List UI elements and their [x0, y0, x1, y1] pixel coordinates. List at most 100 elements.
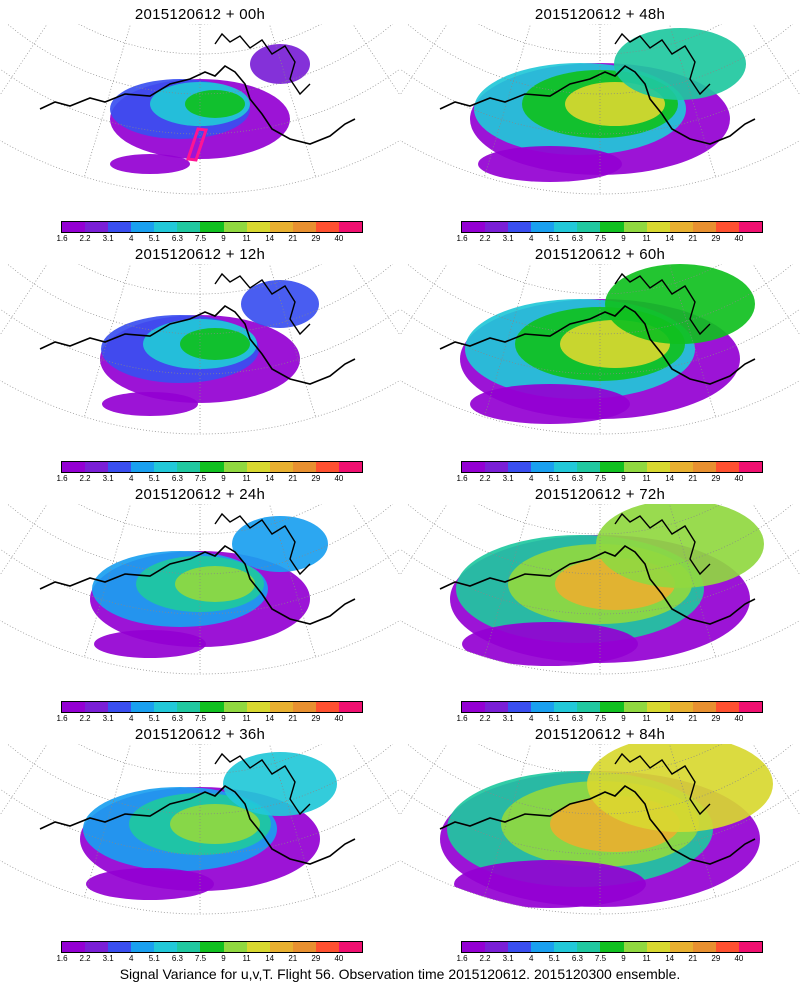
colorbar-swatch [131, 702, 155, 712]
colorbar-tick-label: 5.1 [148, 234, 160, 243]
colorbar-swatch [508, 702, 532, 712]
colorbar-swatch [108, 702, 132, 712]
colorbar-tick-label: 29 [311, 474, 321, 483]
colorbar-tick-label: 14 [665, 954, 675, 963]
colorbar [61, 941, 363, 953]
colorbar-tick-label: 29 [711, 714, 721, 723]
colorbar-ticks: 1.6 2.2 3.1 4 5.1 6.3 7.5 9 11 14 21 29 40 [456, 234, 762, 244]
colorbar-swatch [508, 462, 532, 472]
colorbar-swatch [108, 942, 132, 952]
colorbar-tick-label: 1.6 [456, 714, 468, 723]
colorbar-swatch [462, 702, 486, 712]
coastline [439, 544, 756, 625]
colorbar-swatch [338, 942, 363, 952]
colorbar-swatch [246, 942, 270, 952]
map-panel: 2015120612 + 60h 1.6 2.2 3.1 4 5.1 6.3 7.5 9 11 14… [400, 240, 800, 483]
variance-map [0, 744, 400, 915]
map-panel: 2015120612 + 12h 1.6 2.2 3.1 4 5.1 6.3 7.5 9 11 14… [0, 240, 400, 483]
graticule [400, 264, 800, 434]
colorbar-swatch [646, 942, 670, 952]
graticule [0, 744, 400, 914]
colorbar-tick-label: 14 [665, 474, 675, 483]
colorbar-tick-label: 2.2 [479, 714, 491, 723]
colorbar-swatch [154, 222, 178, 232]
colorbar-ticks: 1.6 2.2 3.1 4 5.1 6.3 7.5 9 11 14 21 29 40 [456, 954, 762, 964]
colorbar-tick-label: 6.3 [171, 954, 183, 963]
colorbar-tick-label: 21 [288, 954, 298, 963]
colorbar-tick-label: 14 [665, 714, 675, 723]
colorbar-swatch [715, 942, 739, 952]
colorbar-tick-label: 6.3 [171, 474, 183, 483]
shaded-field [80, 752, 337, 900]
colorbar-swatch [246, 702, 270, 712]
colorbar-swatch [554, 222, 578, 232]
colorbar-swatch [108, 462, 132, 472]
colorbar-tick-label: 9 [621, 474, 626, 483]
colorbar-swatch [315, 462, 339, 472]
variance-contour [462, 622, 638, 666]
panel-title: 2015120612 + 48h [534, 6, 666, 23]
colorbar-tick-label: 5.1 [548, 474, 560, 483]
coastline [39, 784, 356, 865]
colorbar-tick-label: 7.5 [194, 954, 207, 963]
coastline [439, 304, 756, 385]
variance-contour [478, 146, 622, 182]
coastline [439, 784, 756, 865]
colorbar-swatch [154, 942, 178, 952]
shaded-field [440, 744, 773, 908]
colorbar [461, 941, 763, 953]
shaded-field [100, 280, 319, 416]
colorbar-tick-label: 4 [128, 474, 134, 483]
map-domain-outline [0, 744, 400, 915]
colorbar-swatch [338, 222, 363, 232]
map-domain-outline [400, 504, 800, 675]
colorbar-tick-label: 14 [265, 474, 275, 483]
variance-contour [454, 860, 646, 908]
colorbar-ticks: 1.6 2.2 3.1 4 5.1 6.3 7.5 9 11 14 21 29 40 [56, 234, 362, 244]
colorbar-swatch [485, 222, 509, 232]
colorbar-swatch [462, 462, 486, 472]
variance-contour [110, 154, 190, 174]
colorbar-swatch [715, 462, 739, 472]
colorbar-swatch [738, 942, 763, 952]
map-panel: 2015120612 + 72h 1.6 2.2 3.1 4 5.1 6.3 7.5 9 11 14… [400, 480, 800, 723]
colorbar-swatch [600, 222, 624, 232]
panel-title: 2015120612 + 60h [534, 246, 666, 263]
colorbar-tick-label: 3.1 [102, 954, 114, 963]
colorbar-swatch [623, 702, 647, 712]
colorbar-tick-label: 9 [221, 714, 226, 723]
colorbar-tick-label: 3.1 [102, 474, 114, 483]
colorbar-tick-label: 9 [221, 474, 226, 483]
colorbar-swatch [692, 942, 716, 952]
colorbar-tick-label: 4 [528, 714, 534, 723]
colorbar-swatch [338, 702, 363, 712]
colorbar-swatch [315, 702, 339, 712]
colorbar-tick-label: 21 [688, 954, 698, 963]
shaded-field [460, 264, 755, 424]
variance-contour [470, 384, 630, 424]
colorbar-tick-label: 40 [334, 714, 344, 723]
map-domain-outline [0, 264, 400, 435]
colorbar-swatch [600, 702, 624, 712]
colorbar-tick-label: 1.6 [456, 954, 468, 963]
colorbar-tick-label: 40 [734, 954, 744, 963]
colorbar-tick-label: 6.3 [571, 954, 583, 963]
colorbar-swatch [246, 222, 270, 232]
colorbar-swatch [692, 222, 716, 232]
colorbar [61, 221, 363, 233]
colorbar-swatch [200, 222, 224, 232]
coastline-islands [614, 272, 711, 336]
variance-contour [596, 504, 764, 588]
colorbar-tick-label: 9 [221, 954, 226, 963]
colorbar-swatch [577, 942, 601, 952]
map-domain-outline [400, 264, 800, 435]
colorbar-swatch [85, 462, 109, 472]
colorbar-tick-label: 40 [334, 234, 344, 243]
colorbar-tick-label: 7.5 [594, 474, 607, 483]
flight-track [185, 127, 209, 162]
colorbar [61, 461, 363, 473]
coastline-islands [614, 512, 711, 576]
colorbar-swatch [462, 942, 486, 952]
colorbar-tick-label: 9 [621, 234, 626, 243]
variance-contour [565, 82, 665, 126]
